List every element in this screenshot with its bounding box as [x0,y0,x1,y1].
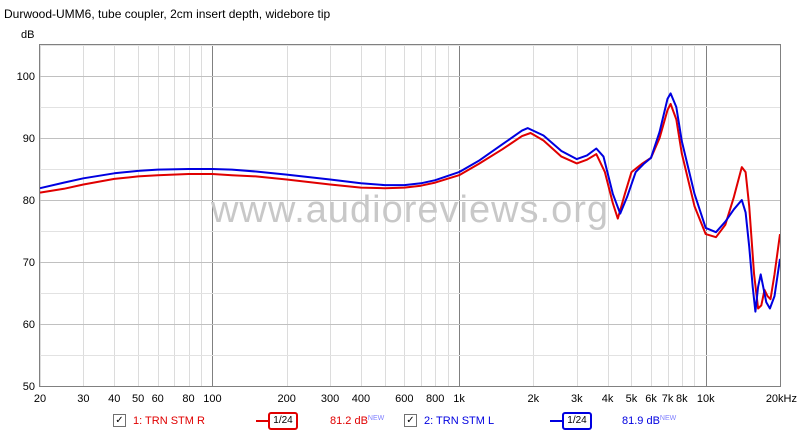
series-2-level-value: 81.9 dB [622,415,660,427]
x-tick-label: 300 [321,393,339,405]
x-tick-labels: 20 30 40 50 60 80 100 200 300 400 600 800 1k 2k 3k 4k 5k… [34,393,797,405]
x-tick-label: 200 [277,393,295,405]
watermark: www.audioreviews.org [210,189,609,231]
x-tick-label: 8k [676,393,688,405]
x-tick-label: 7k [662,393,674,405]
y-axis-unit: dB [21,29,34,41]
x-tick-label: 3k [571,393,583,405]
series-1-level: 81.2 dBNEW [330,415,384,427]
y-tick-label: 60 [23,319,35,331]
x-tick-label: 10k [697,393,715,405]
series-2-level: 81.9 dBNEW [622,415,676,427]
x-tick-label: 30 [77,393,89,405]
x-tick-label: 6k [645,393,657,405]
x-tick-label: 600 [395,393,413,405]
x-tick-label: 800 [426,393,444,405]
series-2-checkbox[interactable]: ✓ [404,414,417,427]
y-tick-labels: 50 60 70 80 90 100 [17,71,35,393]
x-tick-label: 2k [528,393,540,405]
series-1-label: 1: TRN STM R [133,415,205,427]
x-tick-label: 100 [203,393,221,405]
series-1-new-badge: NEW [367,415,385,422]
series-lines [39,92,781,313]
series-2-smoothing-button[interactable]: 1/24 [562,412,592,430]
series-2-label: 2: TRN STM L [424,415,495,427]
x-tick-label: 50 [132,393,144,405]
x-tick-label: 80 [182,393,194,405]
x-tick-label: 40 [108,393,120,405]
x-tick-label: 4k [602,393,614,405]
y-tick-label: 100 [17,71,35,83]
x-tick-label: 60 [152,393,164,405]
plot-frame [39,44,781,387]
x-tick-label: 5k [626,393,638,405]
series-line-2 [39,92,781,313]
y-tick-label: 80 [23,195,35,207]
x-tick-label: 1k [453,393,465,405]
series-line-1 [39,102,781,310]
y-tick-label: 70 [23,257,35,269]
x-tick-label: 20kHz [766,393,797,405]
frequency-response-chart: www.audioreviews.org 50 60 70 80 90 100 20 30 4… [17,29,797,405]
series-1-smoothing-button[interactable]: 1/24 [268,412,298,430]
x-tick-label: 400 [352,393,370,405]
series-1-level-value: 81.2 dB [330,415,368,427]
y-tick-label: 90 [23,133,35,145]
series-2-new-badge: NEW [659,415,677,422]
x-tick-label: 20 [34,393,46,405]
series-1-checkbox[interactable]: ✓ [113,414,126,427]
y-tick-label: 50 [23,381,35,393]
chart-title: Durwood-UMM6, tube coupler, 2cm insert d… [4,7,331,21]
